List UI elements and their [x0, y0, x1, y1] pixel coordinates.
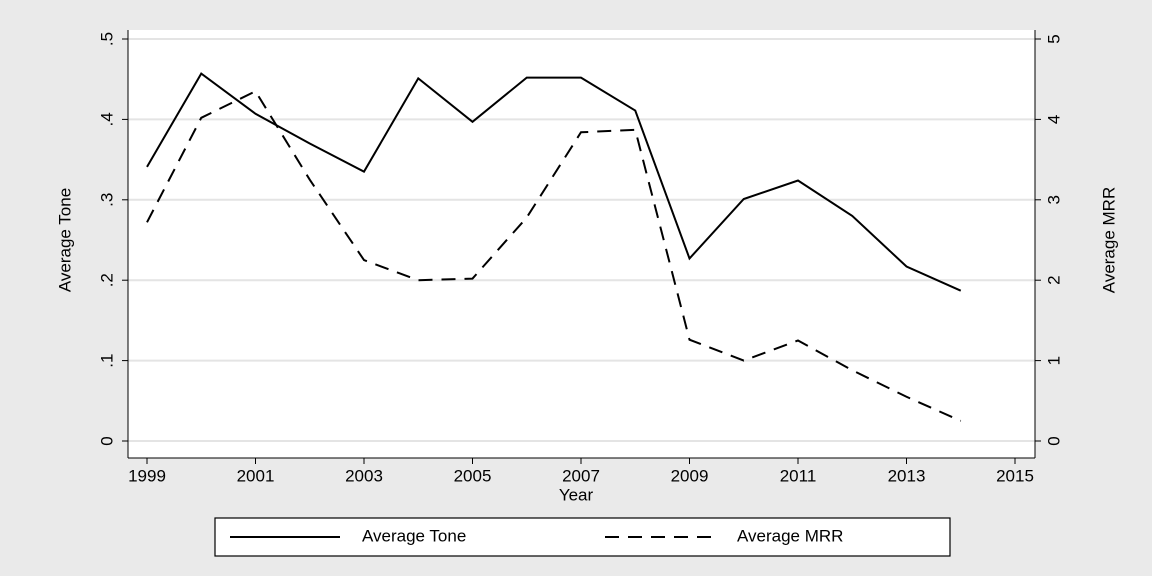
series-line [146, 89, 962, 422]
legend-label: Average Tone [362, 526, 466, 545]
y2-tick-label: 5 [1044, 34, 1063, 43]
x-tick-label: 2013 [888, 466, 926, 485]
x-tick-label: 2007 [562, 466, 600, 485]
legend-label: Average MRR [737, 526, 843, 545]
x-tick-label: 2001 [237, 466, 275, 485]
y2-tick-label: 0 [1044, 436, 1063, 445]
y2-axis-title: Average MRR [1099, 187, 1118, 293]
x-axis-title: Year [559, 485, 594, 504]
y-tick-label: .2 [97, 273, 116, 287]
y-tick-label: .5 [97, 32, 116, 46]
y-axis-title: Average Tone [55, 188, 74, 292]
y2-tick-label: 4 [1044, 115, 1063, 124]
y-tick-label: 0 [97, 436, 116, 445]
y2-tick-label: 3 [1044, 195, 1063, 204]
x-tick-label: 2011 [780, 466, 817, 485]
x-tick-label: 1999 [128, 466, 166, 485]
y-tick-label: .1 [97, 354, 116, 368]
x-tick-label: 2005 [454, 466, 492, 485]
y-tick-label: .4 [97, 112, 116, 126]
y-tick-label: .3 [97, 193, 116, 207]
y2-tick-label: 2 [1044, 275, 1063, 284]
x-tick-label: 2009 [671, 466, 709, 485]
x-tick-label: 2003 [345, 466, 383, 485]
y2-tick-label: 1 [1044, 356, 1063, 365]
series-line [146, 72, 962, 292]
x-tick-label: 2015 [996, 466, 1034, 485]
